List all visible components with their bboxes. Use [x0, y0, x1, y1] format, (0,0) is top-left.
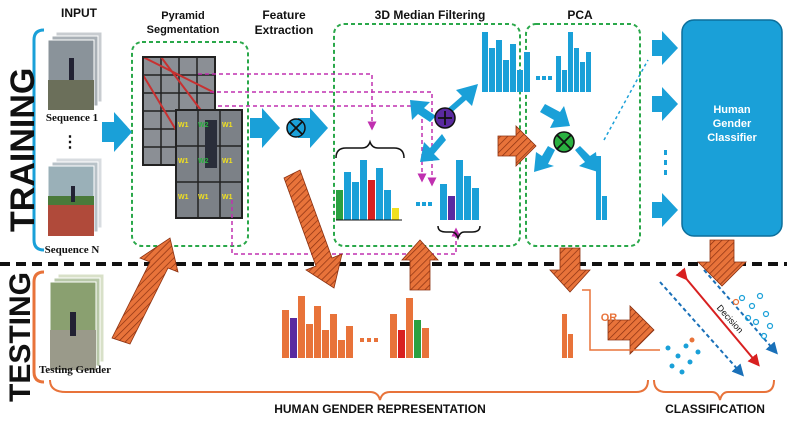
grid-weight-4: W1 — [178, 158, 189, 165]
histogram-reduced — [596, 156, 607, 220]
testing-gender-label: Testing Gender — [38, 364, 111, 376]
histogram-test-left — [282, 296, 353, 358]
test-dots — [360, 338, 378, 342]
pyramid-grid-front — [175, 109, 243, 219]
histogram-test-right — [390, 298, 429, 358]
segmentation-box — [131, 41, 249, 247]
representation-label: HUMAN GENDER REPRESENTATION — [274, 402, 486, 416]
classifier-line1: Human — [713, 104, 751, 116]
grid-weight-1: W1 — [178, 122, 189, 129]
sequence-1-frames — [47, 31, 103, 111]
grid-weight-6: W1 — [222, 158, 233, 165]
pca-box — [525, 23, 641, 247]
classifier-box — [681, 19, 783, 237]
testing-bracket — [32, 270, 45, 384]
grid-weight-2: W2 — [198, 122, 209, 129]
grid-weight-9: W1 — [222, 194, 233, 201]
pyramid-label-line2: Segmentation — [146, 24, 220, 36]
histogram-median-right — [437, 160, 481, 241]
input-label: INPUT — [61, 6, 97, 20]
classification-label: CLASSIFICATION — [665, 402, 765, 416]
classifier-line3: Classifier — [707, 132, 757, 144]
grid-weight-8: W1 — [198, 194, 209, 201]
sequence-1-label: Sequence 1 — [45, 112, 99, 124]
histogram-pca — [556, 32, 591, 92]
sequence-dots: ⋮ — [62, 134, 78, 151]
training-arrows — [102, 31, 678, 227]
testing-label: TESTING — [4, 271, 37, 402]
pca-label: PCA — [567, 8, 593, 22]
or-label: OR — [600, 312, 618, 324]
training-label: TRAINING — [4, 67, 42, 232]
sequence-n-label: Sequence N — [44, 244, 100, 256]
testing-frames — [49, 273, 105, 371]
or-bracket — [582, 289, 660, 351]
histogram-median-left — [335, 139, 405, 221]
grid-weight-7: W1 — [178, 194, 189, 201]
decision-plot — [659, 267, 778, 377]
classifier-line2: Gender — [712, 118, 752, 130]
sequence-n-frames — [47, 157, 103, 237]
histogram-filtered — [482, 32, 530, 92]
pyramid-label-line1: Pyramid — [161, 10, 205, 22]
feature-label-line1: Feature — [262, 8, 306, 22]
classification-bracket — [653, 379, 775, 401]
pca-link — [603, 59, 649, 141]
pca-dots — [416, 76, 667, 206]
testing-arrows — [111, 125, 747, 355]
representation-bracket — [49, 379, 649, 401]
grid-weight-5: W2 — [198, 158, 209, 165]
histogram-test-reduced — [562, 314, 573, 358]
training-bracket — [32, 28, 45, 252]
feature-label-line2: Extraction — [254, 23, 314, 37]
median-filter-label: 3D Median Filtering — [374, 8, 486, 22]
grid-weight-3: W1 — [222, 122, 233, 129]
